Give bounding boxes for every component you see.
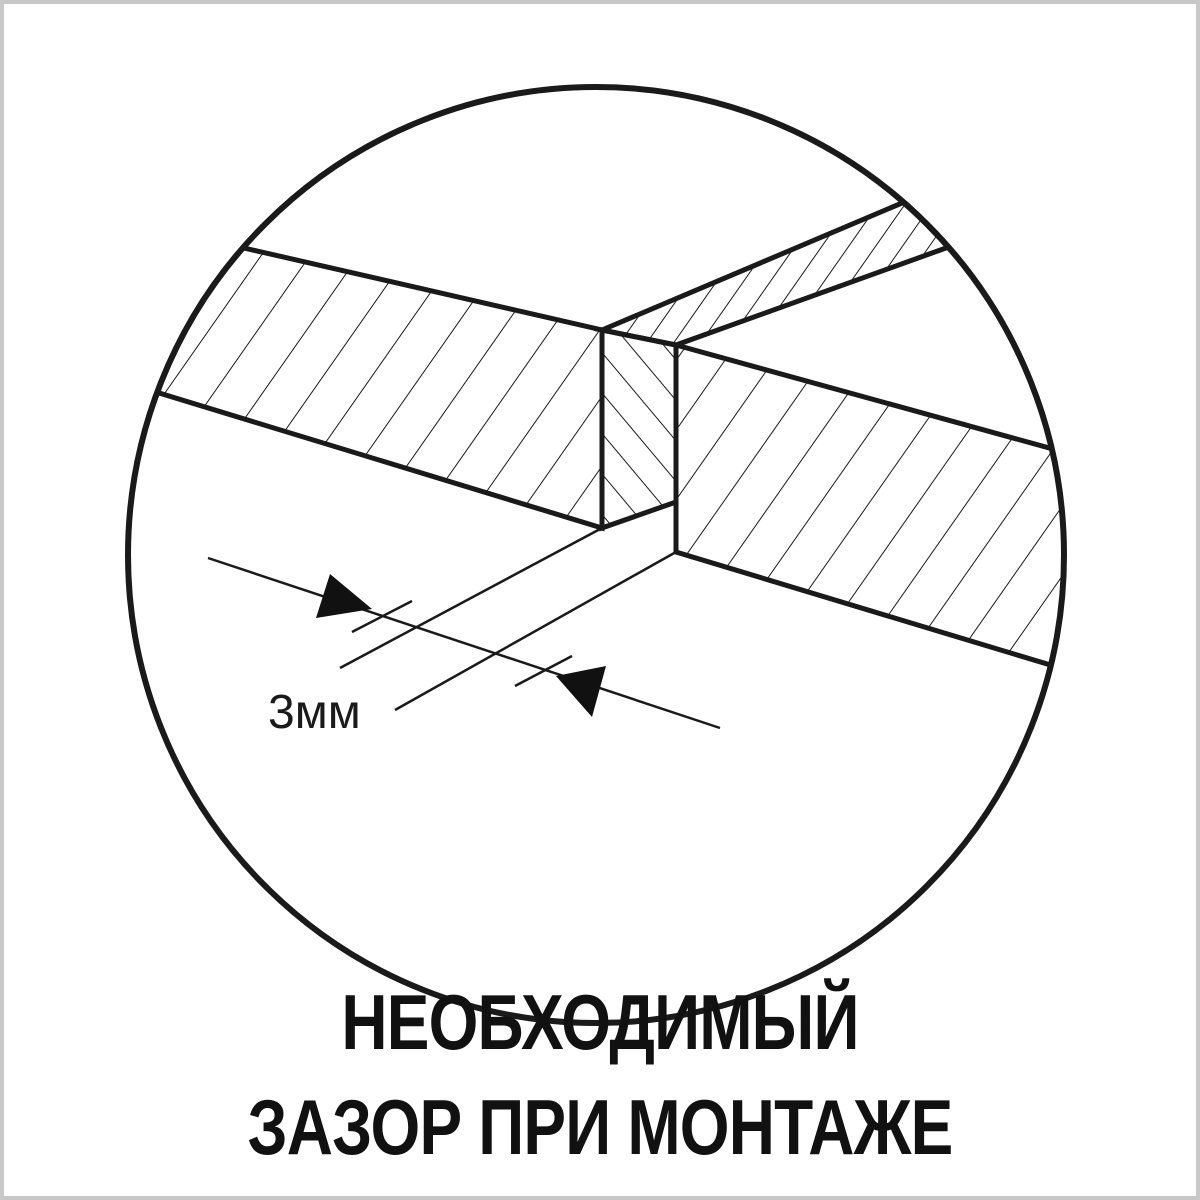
tongue-piece (599, 326, 679, 532)
detail-circle (125, 84, 1067, 1026)
gap-dimension-label: 3мм (268, 686, 361, 739)
right-board (673, 341, 1064, 684)
dimension-line (207, 556, 721, 730)
dimension-tick-left (351, 599, 413, 634)
caption-line-2: ЗАЗОР ПРИ МОНТАЖЕ (247, 1083, 953, 1171)
dimension-tick-right (514, 654, 573, 688)
caption-line-1: НЕОБХОДИМЫЙ (341, 978, 859, 1066)
extension-line-right (394, 550, 677, 712)
extension-line-left (339, 526, 603, 670)
arrowhead-left (316, 574, 372, 618)
top-strip (593, 166, 1014, 348)
arrowhead-right (556, 666, 606, 717)
left-board (128, 211, 605, 532)
